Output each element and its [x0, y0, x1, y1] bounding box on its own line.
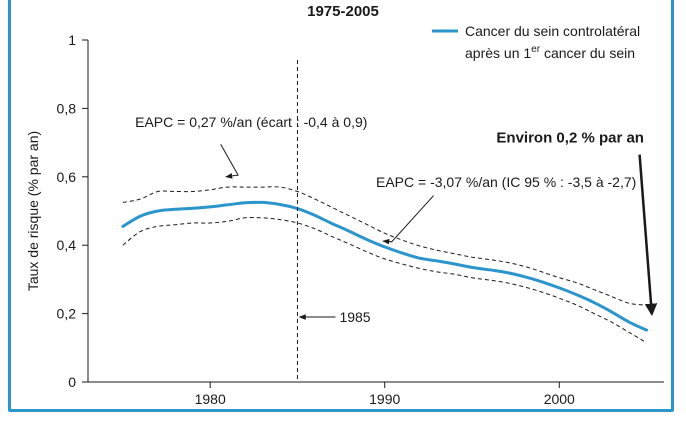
y-tick-label: 1 [68, 32, 76, 48]
x-ticks: 1980 1990 2000 [195, 382, 575, 407]
chart-frame [8, 0, 674, 412]
annotation-environ-arrow [638, 154, 658, 317]
x-tick-label: 2000 [544, 391, 575, 407]
annotation-eapc-1: EAPC = 0,27 %/an (écart : -0,4 à 0,9) [135, 114, 367, 130]
annotation-eapc-2-arrow [382, 195, 434, 245]
y-axis-label: Taux de risque (% par an) [25, 131, 41, 291]
legend-line-2: après un 1er cancer du sein [465, 44, 635, 61]
x-tick-label: 1990 [369, 391, 400, 407]
y-tick-label: 0,6 [57, 169, 77, 185]
x-tick-label: 1980 [195, 391, 226, 407]
ci-lower-line [122, 217, 647, 344]
y-tick-label: 0,4 [57, 237, 77, 253]
legend: Cancer du sein controlatéral après un 1e… [432, 23, 640, 61]
annotation-eapc-2: EAPC = -3,07 %/an (IC 95 % : -3,5 à -2,7… [376, 174, 636, 190]
y-tick-label: 0,8 [57, 100, 77, 116]
legend-line-1: Cancer du sein controlatéral [465, 23, 640, 39]
axes [87, 40, 664, 383]
y-tick-label: 0 [68, 374, 76, 390]
chart-title: 1975-2005 [307, 3, 379, 20]
y-ticks: 0 0,2 0,4 0,6 0,8 1 [57, 32, 88, 390]
ci-upper-line [122, 186, 647, 306]
vline-label: 1985 [339, 309, 370, 325]
annotation-eapc-1-arrow [220, 144, 239, 179]
y-tick-label: 0,2 [57, 306, 77, 322]
annotation-environ: Environ 0,2 % par an [496, 130, 644, 147]
series-line [121, 200, 648, 332]
